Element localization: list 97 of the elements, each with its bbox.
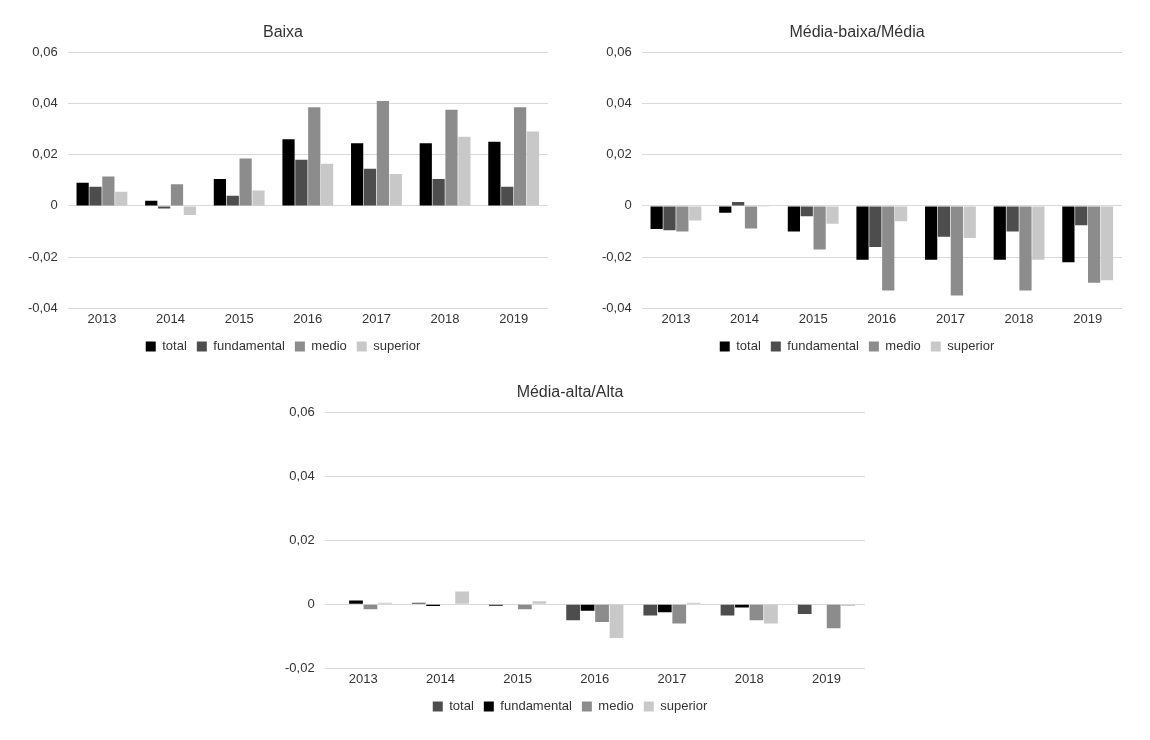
bar — [657, 604, 672, 613]
x-tick-label: 2013 — [87, 310, 117, 326]
bar — [458, 136, 471, 206]
bar — [363, 168, 377, 206]
bar — [595, 604, 609, 622]
legend-label: superior — [947, 338, 995, 354]
x-tick-label: 2017 — [935, 310, 965, 326]
y-tick-label: 0 — [624, 197, 632, 213]
bar — [488, 141, 501, 206]
bar — [609, 604, 624, 638]
bar — [226, 195, 239, 206]
bar — [102, 176, 115, 206]
chart-title: Média-baixa/Média — [789, 23, 925, 41]
bar — [351, 143, 364, 206]
bar — [455, 591, 470, 604]
bar — [764, 604, 778, 624]
x-tick-label: 2019 — [1073, 310, 1103, 326]
y-tick-label: 0,04 — [289, 467, 315, 483]
bar — [213, 179, 226, 206]
bar — [308, 107, 321, 206]
bar — [89, 186, 102, 206]
bar — [432, 179, 445, 206]
bar — [445, 109, 458, 206]
bar — [797, 604, 812, 614]
bar — [580, 604, 595, 611]
x-tick-label: 2017 — [657, 670, 687, 686]
legend-label: superior — [660, 698, 708, 714]
y-tick-label: 0,06 — [606, 43, 632, 59]
bar — [239, 158, 252, 206]
bar — [282, 139, 295, 206]
bar — [376, 100, 389, 206]
legend-label: medio — [885, 338, 921, 354]
bar — [76, 182, 89, 206]
bar — [826, 604, 841, 629]
y-tick-label: 0,02 — [606, 146, 632, 162]
y-tick-label: 0,06 — [289, 403, 315, 419]
x-tick-label: 2016 — [867, 310, 897, 326]
bar — [514, 107, 527, 206]
bar — [735, 604, 749, 608]
bar — [749, 604, 764, 621]
y-tick-label: -0,04 — [27, 299, 58, 315]
x-tick-label: 2015 — [798, 310, 828, 326]
bar — [517, 604, 532, 610]
legend-label: total — [162, 338, 187, 354]
y-tick-label: 0 — [50, 197, 58, 213]
legend-label: fundamental — [213, 338, 285, 354]
x-tick-label: 2013 — [661, 310, 691, 326]
bar — [532, 601, 547, 604]
x-tick-label: 2014 — [730, 310, 760, 326]
legend-label: total — [449, 698, 474, 714]
y-tick-label: -0,02 — [601, 248, 632, 264]
bar — [349, 600, 363, 604]
bar — [115, 191, 128, 206]
bar — [158, 206, 171, 209]
x-tick-label: 2013 — [348, 670, 378, 686]
legend-label: medio — [598, 698, 634, 714]
bar — [643, 604, 658, 616]
x-tick-label: 2016 — [293, 310, 323, 326]
y-tick-label: -0,04 — [601, 299, 632, 315]
x-tick-label: 2019 — [499, 310, 529, 326]
x-tick-label: 2014 — [156, 310, 186, 326]
bar — [389, 173, 402, 206]
y-tick-label: 0,04 — [32, 95, 58, 111]
legend-label: total — [736, 338, 761, 354]
chart-title: Baixa — [262, 23, 304, 41]
y-tick-label: 0,02 — [32, 146, 58, 162]
y-tick-label: 0,04 — [606, 95, 632, 111]
x-tick-label: 2016 — [580, 670, 610, 686]
x-tick-label: 2019 — [811, 670, 841, 686]
bar — [501, 186, 514, 206]
x-tick-label: 2014 — [425, 670, 455, 686]
legend-label: fundamental — [787, 338, 859, 354]
bar — [419, 143, 432, 206]
bar — [170, 184, 184, 206]
x-tick-label: 2018 — [430, 310, 460, 326]
bar — [321, 163, 334, 206]
legend-label: superior — [373, 338, 421, 354]
legend-label: fundamental — [500, 698, 572, 714]
bar — [183, 206, 196, 215]
bar — [720, 604, 735, 616]
x-tick-label: 2018 — [1004, 310, 1034, 326]
bar — [252, 190, 265, 206]
x-tick-label: 2015 — [503, 670, 533, 686]
bar — [295, 159, 308, 206]
legend-label: medio — [311, 338, 347, 354]
x-tick-label: 2018 — [734, 670, 764, 686]
y-tick-label: -0,02 — [284, 659, 315, 675]
y-tick-label: 0,02 — [289, 531, 315, 547]
bar — [566, 604, 580, 621]
bar — [672, 604, 687, 624]
bar — [526, 131, 540, 206]
y-tick-label: -0,02 — [27, 248, 58, 264]
chart-title: Média-alta/Alta — [516, 383, 624, 401]
y-tick-label: 0 — [307, 595, 315, 611]
x-tick-label: 2017 — [361, 310, 391, 326]
y-tick-label: 0,06 — [32, 43, 58, 59]
x-tick-label: 2015 — [224, 310, 254, 326]
